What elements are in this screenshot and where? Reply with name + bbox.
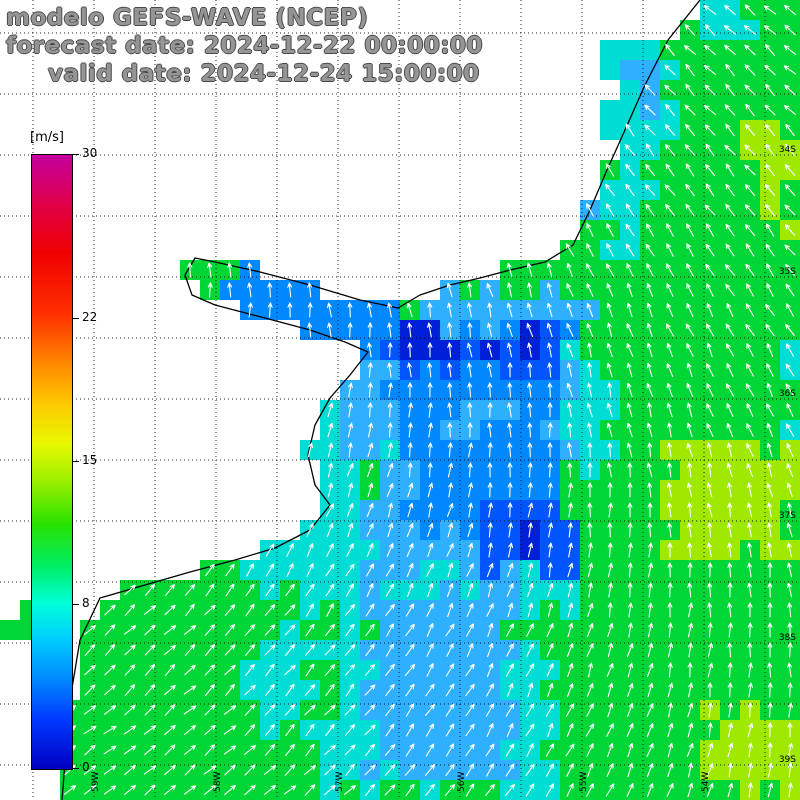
lon-label: 59W xyxy=(91,772,101,792)
lat-label: 35S xyxy=(779,267,796,277)
forecast-date-line: forecast date: 2024-12-22 00:00:00 xyxy=(6,33,483,59)
colorbar-tickmark xyxy=(73,461,79,462)
colorbar-tick-22: 22 xyxy=(82,309,98,324)
colorbar-tick-30: 30 xyxy=(82,146,98,160)
colorbar: [m/s] 30 22 15 8 0 xyxy=(30,128,130,792)
colorbar-tickmark xyxy=(73,604,79,606)
colorbar-gradient xyxy=(31,154,73,770)
colorbar-tickmark xyxy=(73,317,79,319)
colorbar-tick-8: 8 xyxy=(82,596,90,611)
lat-label: 34S xyxy=(779,145,796,155)
lon-label: 57W xyxy=(335,772,345,792)
colorbar-tickmark xyxy=(73,768,79,769)
model-title: modelo GEFS-WAVE (NCEP) xyxy=(6,5,369,31)
lon-label: 55W xyxy=(579,772,589,792)
colorbar-tickmark xyxy=(73,154,79,155)
direction-arrows xyxy=(63,4,797,798)
lon-label: 56W xyxy=(457,772,467,792)
coastline xyxy=(61,0,701,800)
lat-label: 38S xyxy=(779,633,796,643)
valid-date-line: valid date: 2024-12-24 15:00:00 xyxy=(48,61,480,87)
lat-label: 39S xyxy=(779,755,796,765)
map-header: modelo GEFS-WAVE (NCEP) forecast date: 2… xyxy=(6,4,483,88)
colorbar-units-label: [m/s] xyxy=(30,130,64,145)
lon-label: 54W xyxy=(701,772,711,792)
colorbar-tick-15: 15 xyxy=(82,453,98,467)
lat-label: 37S xyxy=(779,511,796,521)
axis-labels: 34S 35S 36S 37S 38S 39S 59W 58W 57W 56W 55W 54W xyxy=(91,145,796,792)
lon-label: 58W xyxy=(213,772,223,792)
colorbar-tick-0: 0 xyxy=(82,760,90,774)
lat-label: 36S xyxy=(779,389,796,399)
